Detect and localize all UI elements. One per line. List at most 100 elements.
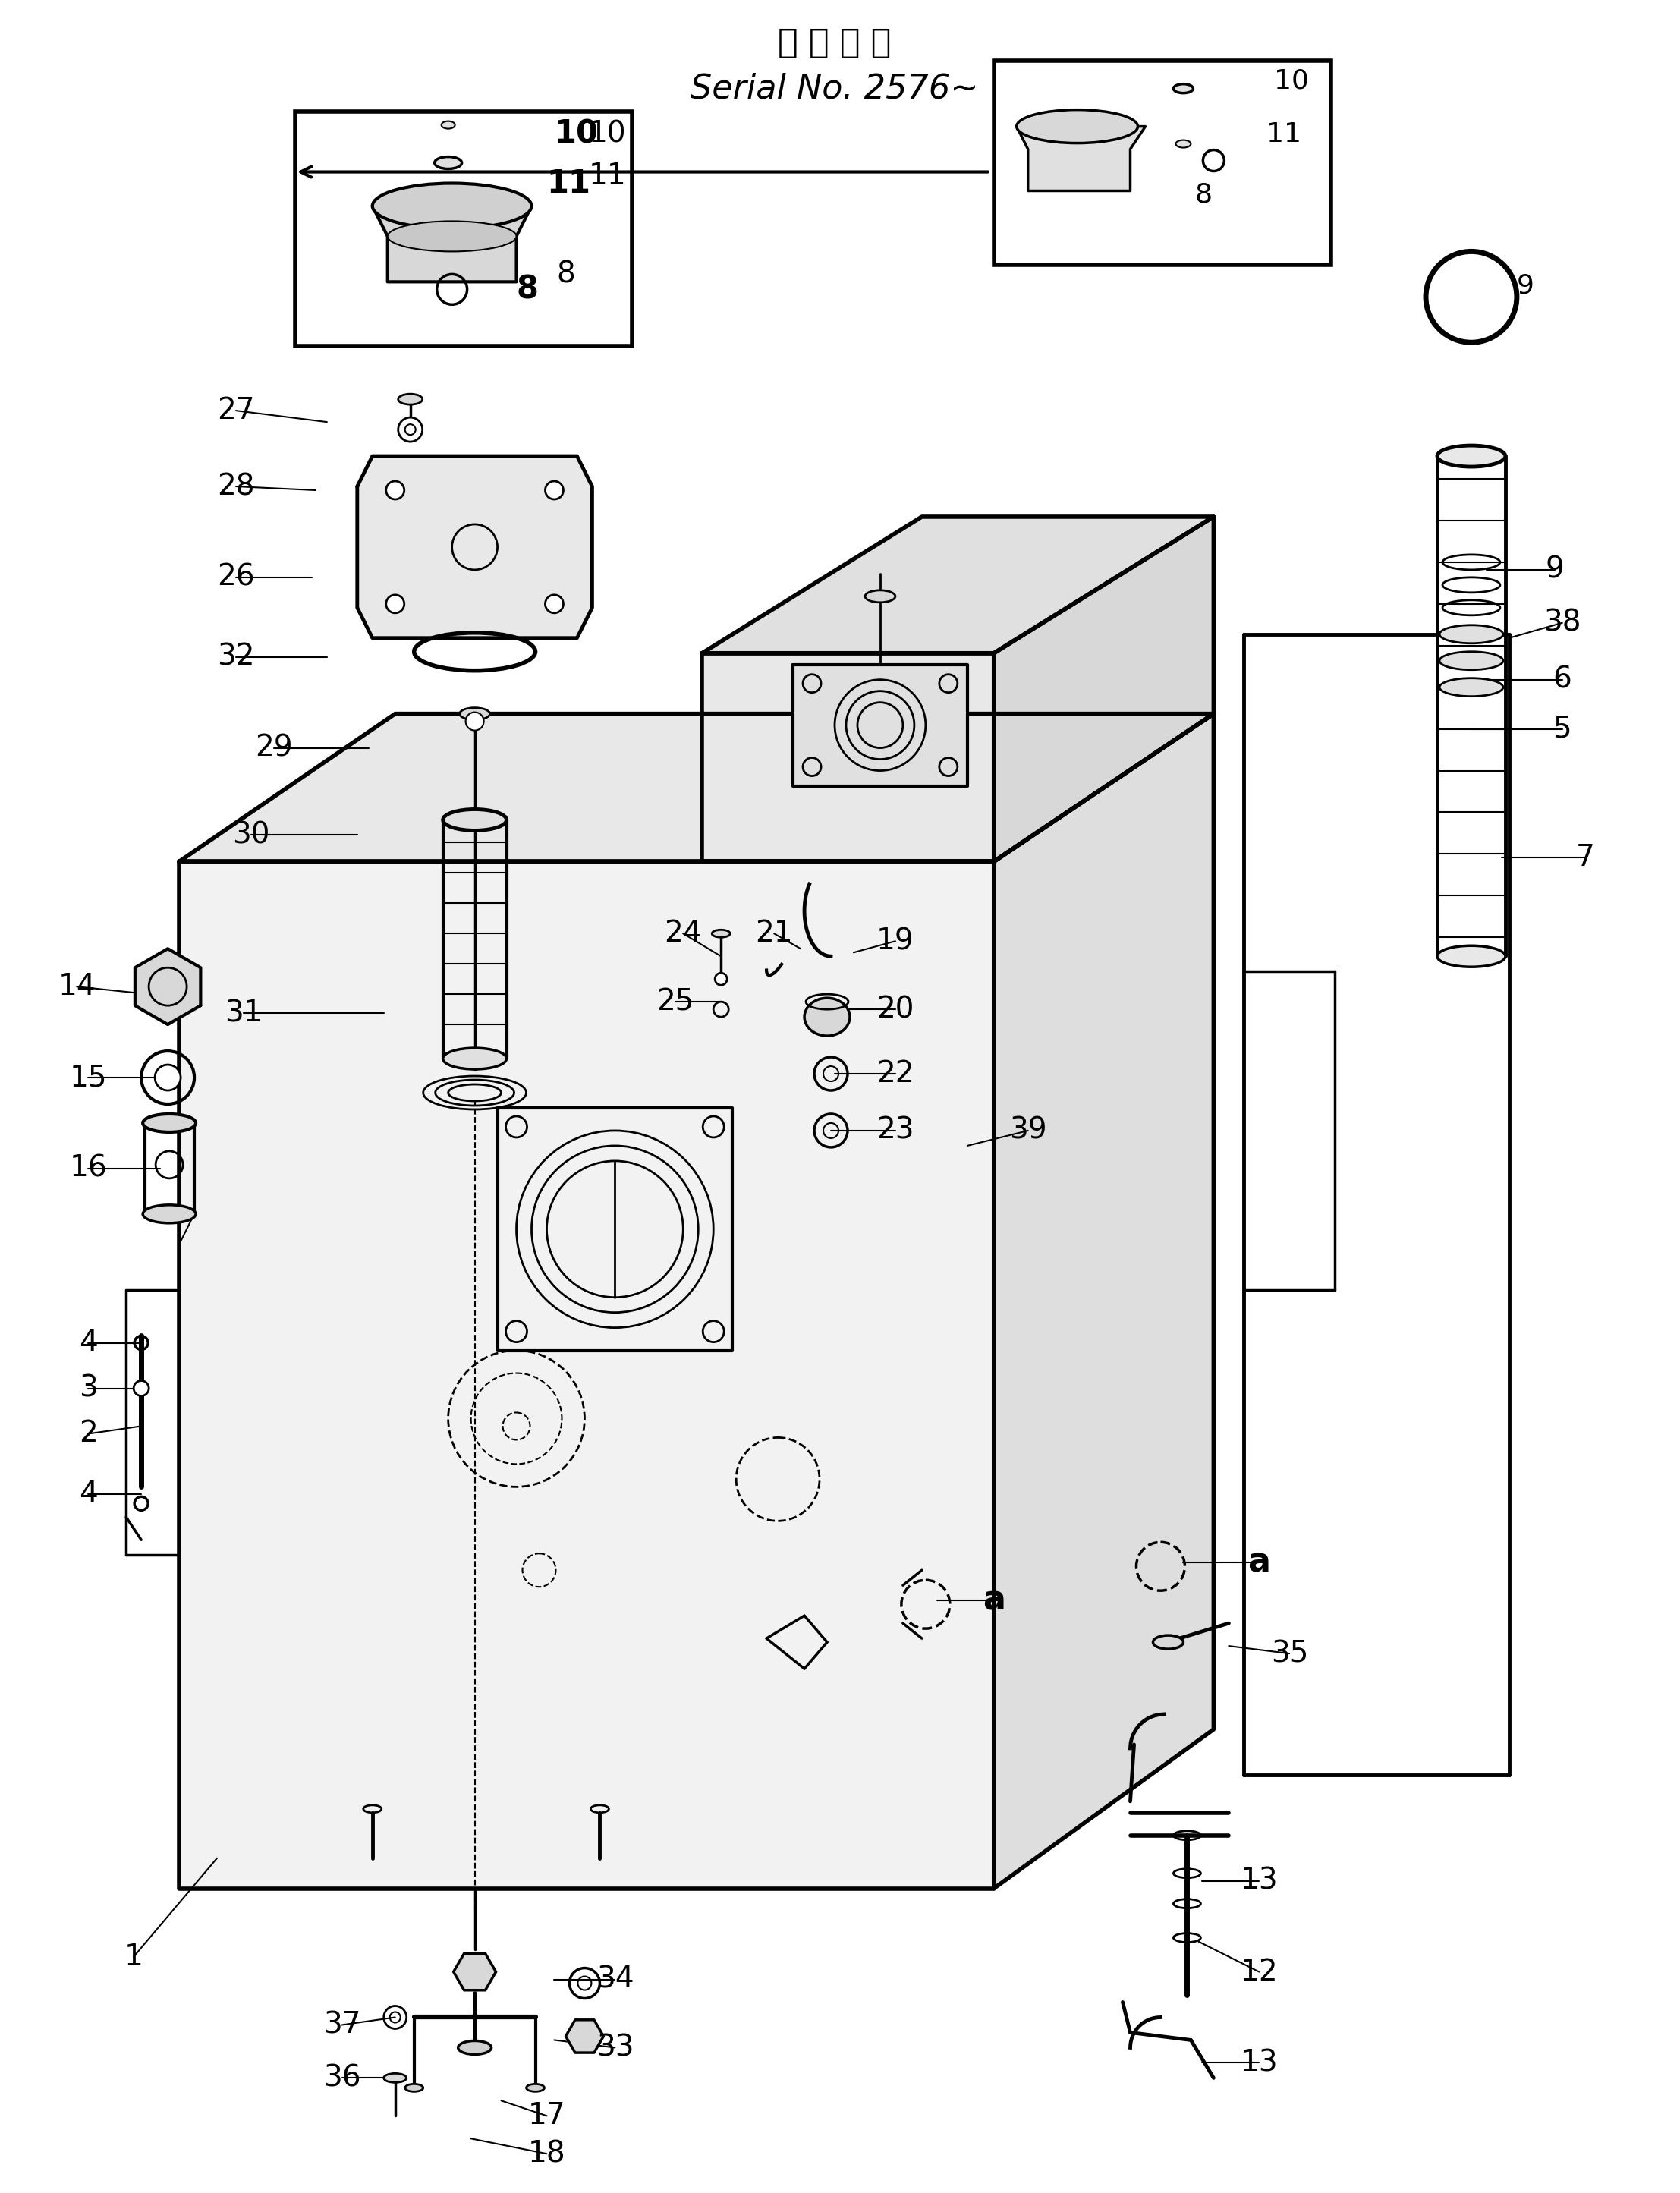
Text: 31: 31 [225, 998, 262, 1029]
Ellipse shape [1176, 140, 1191, 147]
Text: 2: 2 [79, 1419, 97, 1447]
Text: 14: 14 [59, 971, 96, 1000]
Polygon shape [180, 713, 1213, 862]
Text: 33: 33 [596, 2033, 633, 2061]
Text: 19: 19 [877, 928, 914, 956]
Ellipse shape [383, 2072, 407, 2083]
Text: 15: 15 [69, 1064, 108, 1092]
Text: 35: 35 [1270, 1638, 1309, 1669]
Ellipse shape [373, 184, 531, 228]
Circle shape [546, 594, 563, 614]
Polygon shape [180, 862, 995, 1888]
Text: 20: 20 [877, 996, 914, 1024]
Text: 17: 17 [528, 2101, 566, 2129]
Ellipse shape [1440, 678, 1504, 697]
Text: 4: 4 [79, 1480, 97, 1509]
Text: 34: 34 [596, 1965, 633, 1993]
Text: 9: 9 [1546, 555, 1564, 583]
Text: 25: 25 [657, 987, 694, 1015]
Ellipse shape [444, 809, 507, 831]
Circle shape [386, 480, 405, 500]
Ellipse shape [459, 2042, 491, 2055]
Text: 38: 38 [1544, 607, 1581, 638]
Bar [296, 112, 632, 346]
Circle shape [134, 1382, 150, 1397]
Text: a: a [1248, 1546, 1270, 1579]
Ellipse shape [1440, 651, 1504, 669]
Polygon shape [702, 654, 995, 862]
Ellipse shape [143, 1204, 197, 1224]
Ellipse shape [460, 708, 491, 719]
Text: 22: 22 [877, 1059, 914, 1088]
Text: 18: 18 [528, 2140, 566, 2169]
Text: 30: 30 [232, 820, 270, 849]
Text: 10: 10 [554, 118, 598, 149]
Ellipse shape [435, 193, 462, 204]
Text: 5: 5 [1552, 715, 1571, 743]
Text: a: a [983, 1583, 1005, 1616]
Ellipse shape [143, 1114, 197, 1132]
Circle shape [716, 974, 727, 985]
Text: 11: 11 [546, 167, 591, 200]
Ellipse shape [444, 1048, 507, 1070]
Text: 4: 4 [79, 1329, 97, 1357]
Text: 37: 37 [323, 2011, 361, 2039]
Text: 3: 3 [79, 1373, 97, 1404]
Ellipse shape [526, 2083, 544, 2092]
Text: 16: 16 [69, 1154, 108, 1182]
Text: 10: 10 [588, 121, 627, 149]
Text: 適 用 号 機: 適 用 号 機 [778, 26, 892, 59]
Polygon shape [793, 664, 968, 785]
Polygon shape [454, 1954, 496, 1991]
Ellipse shape [865, 590, 895, 603]
Ellipse shape [435, 156, 462, 169]
Text: 8: 8 [556, 259, 575, 289]
Text: 26: 26 [217, 564, 255, 592]
Ellipse shape [398, 395, 422, 404]
Polygon shape [995, 713, 1213, 1888]
Text: 9: 9 [1517, 272, 1534, 298]
Polygon shape [373, 206, 531, 281]
Text: 32: 32 [217, 643, 255, 671]
Text: Serial No. 2576~: Serial No. 2576~ [690, 72, 979, 105]
Polygon shape [358, 456, 591, 638]
Ellipse shape [1152, 1636, 1183, 1649]
Text: 7: 7 [1576, 844, 1594, 873]
Text: 39: 39 [1010, 1116, 1047, 1145]
Text: 11: 11 [588, 162, 627, 191]
Polygon shape [566, 2020, 603, 2053]
Text: 23: 23 [877, 1116, 914, 1145]
Circle shape [546, 480, 563, 500]
Ellipse shape [442, 121, 455, 129]
Polygon shape [1016, 127, 1146, 191]
Ellipse shape [1173, 83, 1193, 92]
Ellipse shape [712, 930, 731, 936]
Ellipse shape [805, 998, 850, 1035]
Text: 11: 11 [1267, 121, 1302, 147]
Text: 29: 29 [255, 732, 292, 763]
Text: 10: 10 [1273, 68, 1309, 94]
Circle shape [155, 1064, 181, 1090]
Circle shape [386, 594, 405, 614]
Circle shape [398, 417, 422, 441]
Text: 28: 28 [217, 471, 255, 500]
Polygon shape [134, 950, 200, 1024]
Text: 12: 12 [1240, 1958, 1278, 1987]
Circle shape [405, 423, 415, 434]
Text: 21: 21 [756, 919, 793, 947]
Circle shape [465, 713, 484, 730]
Text: 6: 6 [1552, 664, 1572, 695]
Ellipse shape [405, 2083, 423, 2092]
Ellipse shape [1436, 445, 1505, 467]
Text: 36: 36 [323, 2064, 361, 2092]
Text: 8: 8 [516, 274, 538, 305]
Ellipse shape [1436, 945, 1505, 967]
Text: 27: 27 [217, 397, 255, 425]
Ellipse shape [1440, 625, 1504, 643]
Text: 13: 13 [1240, 1866, 1278, 1895]
Text: 1: 1 [124, 1943, 143, 1972]
Bar [995, 61, 1331, 265]
Polygon shape [702, 518, 1213, 654]
Polygon shape [995, 518, 1213, 862]
Ellipse shape [1016, 110, 1137, 143]
